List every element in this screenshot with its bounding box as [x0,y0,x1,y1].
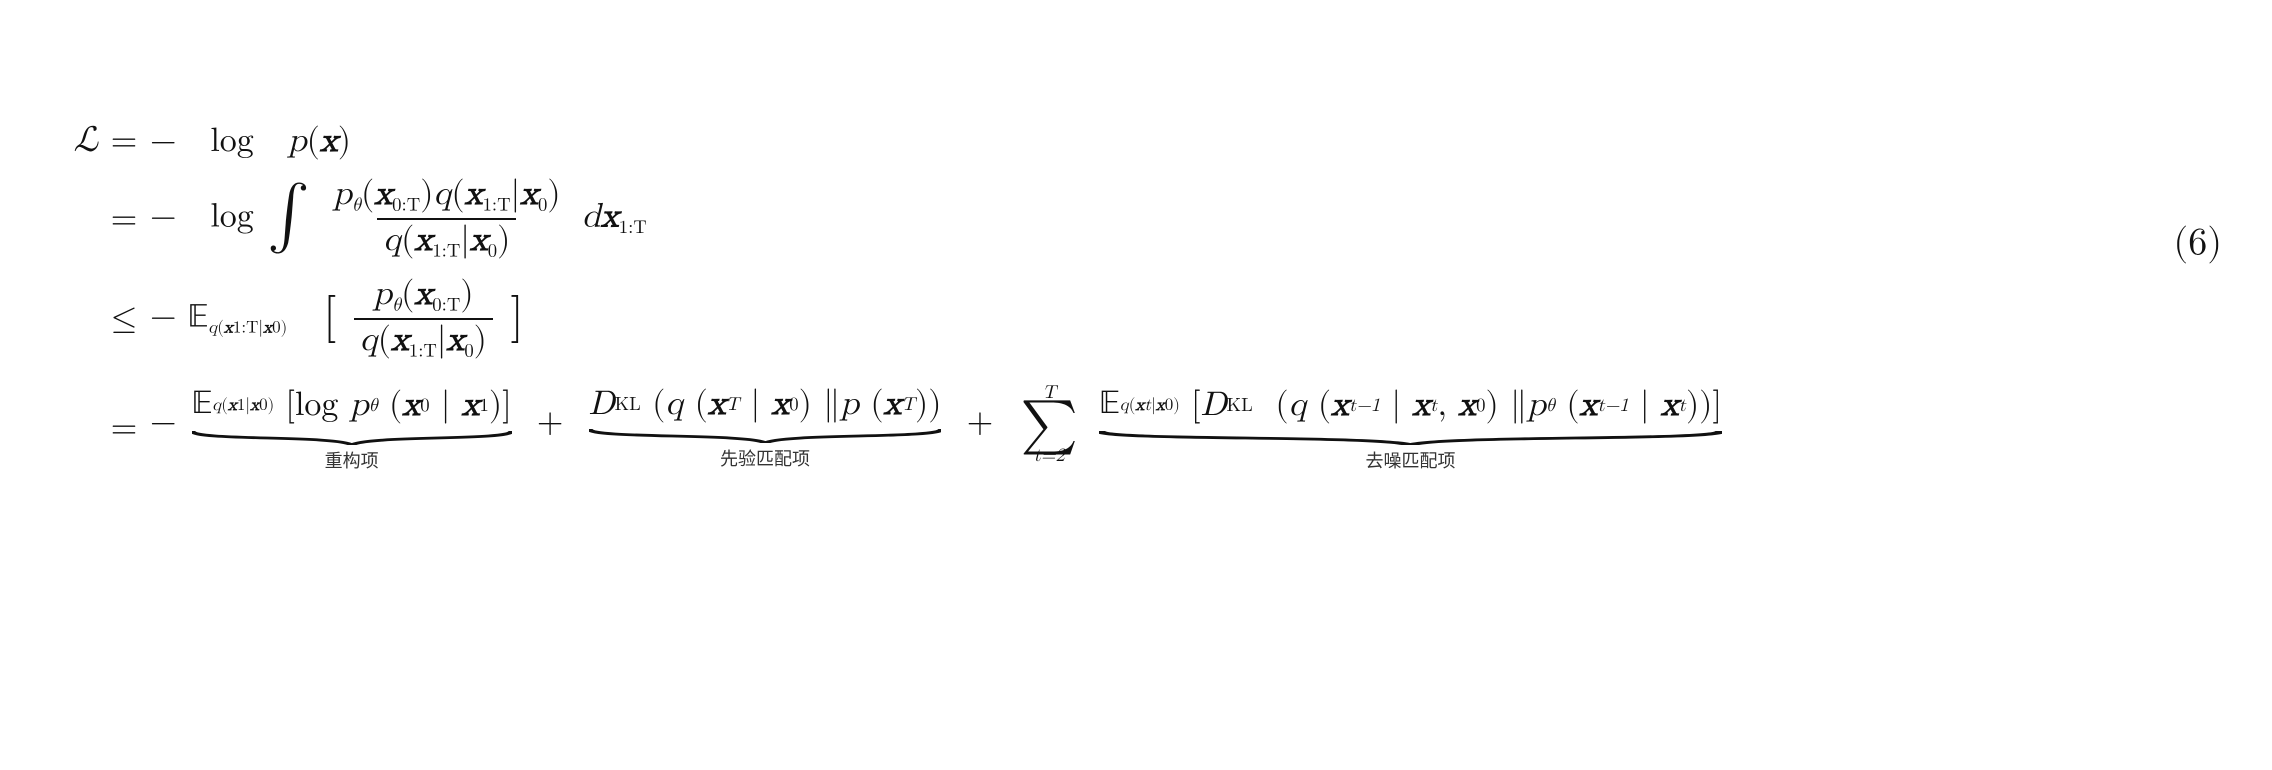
rhs-1: − log p(x) [150,121,351,162]
integral-sign: ∫ [267,190,310,241]
underbrace-icon [1099,431,1722,445]
equation-line-1: ℒ = − log p(x) [40,120,1726,162]
term-reconstruction: 𝔼q(x1|x0) [log pθ (x0 ∣ x1)] 重构项 [192,384,512,473]
rel-leq: ≤ [98,299,150,340]
p-sym: p [288,124,307,158]
rhs-4: − 𝔼q(x1|x0) [log pθ (x0 ∣ x1)] 重构项 + [150,384,1726,473]
log-text: log [210,124,253,158]
rel-eq-4: = [98,408,150,449]
summation: T ∑ t=2 [1021,384,1078,465]
equation-line-2: = − log ∫ pθ(x0:T)q(x1:T|x0) q(x1:T|x0) … [40,176,1726,262]
rhs-2: − log ∫ pθ(x0:T)q(x1:T|x0) q(x1:T|x0) dx… [150,176,647,262]
expectation-E: 𝔼 [188,302,209,336]
rel-eq-1: = [98,121,150,162]
label-prior: 先验匹配项 [720,445,810,471]
minus-sign: − [150,124,176,158]
equation-line-3: ≤ − 𝔼q(x1:T|x0) [ pθ(x0:T) q(x1:T|x0) ] [40,276,1726,362]
fraction-line3: pθ(x0:T) q(x1:T|x0) [354,276,493,362]
label-denoise: 去噪匹配项 [1366,447,1456,473]
equation-page: (6) ℒ = − log p(x) = − log ∫ [0,0,2272,770]
symbol-L: ℒ [74,122,99,159]
rel-eq-2: = [98,199,150,240]
fraction-line2: pθ(x0:T)q(x1:T|x0) q(x1:T|x0) [327,176,567,262]
term-prior: DKL (q (xT ∣ x0) ∥p (xT)) 先验匹配项 [589,384,942,471]
x-sym: x [320,124,338,158]
equation-line-4: = − 𝔼q(x1|x0) [log pθ (x0 ∣ x1)] 重构项 + [40,384,1726,473]
label-reconstruction: 重构项 [325,447,379,473]
equation-block: ℒ = − log p(x) = − log ∫ pθ(x0:T)q [40,120,1726,473]
rhs-3: − 𝔼q(x1:T|x0) [ pθ(x0:T) q(x1:T|x0) ] [150,276,526,362]
underbrace-icon [192,431,512,445]
underbrace-icon [589,429,942,443]
term-denoise: 𝔼q(xt|x0) [DKL (q (xt−1 ∣ xt, x0) ∥pθ (x… [1099,384,1722,473]
equation-number: (6) [2173,220,2222,266]
